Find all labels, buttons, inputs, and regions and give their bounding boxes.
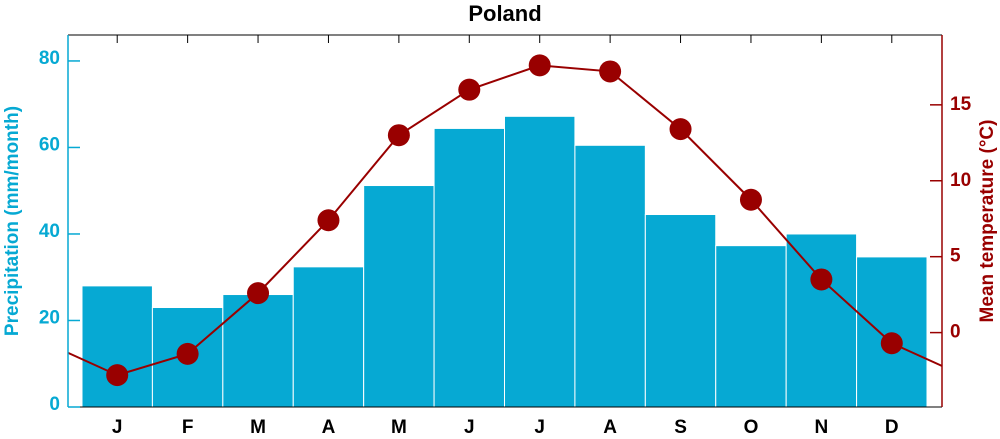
y-tick-label: 60 (39, 134, 60, 155)
bar (574, 144, 646, 407)
bar (856, 256, 928, 407)
bar (433, 127, 506, 407)
temperature-marker (880, 332, 903, 355)
bar (81, 285, 153, 407)
y-tick-label: 0 (49, 394, 60, 415)
x-tick-label: O (744, 417, 759, 438)
temperature-marker (387, 124, 410, 147)
y2-tick-label: 5 (950, 246, 961, 267)
x-tick-label: F (182, 417, 194, 438)
y-tick-label: 20 (39, 308, 60, 329)
temperature-marker (176, 342, 199, 365)
bar (363, 185, 435, 407)
bar (644, 214, 717, 407)
temperature-marker (599, 60, 622, 83)
x-tick-label: J (464, 417, 475, 438)
x-tick-label: N (815, 417, 829, 438)
x-tick-label: A (603, 417, 617, 438)
temperature-marker (458, 78, 481, 101)
y-tick-label: 40 (39, 221, 60, 242)
x-tick-label: D (885, 417, 899, 438)
bar (715, 245, 787, 407)
temperature-marker (106, 364, 129, 387)
temperature-line (116, 64, 893, 377)
line-wrap (891, 342, 942, 368)
temperature-marker (247, 282, 270, 305)
plot-area (68, 64, 942, 407)
chart-title: Poland (468, 1, 541, 26)
line-wrap (68, 351, 118, 377)
temperature-marker (669, 118, 692, 141)
y2-tick-label: 10 (950, 170, 971, 191)
x-tick-label: A (322, 417, 336, 438)
y2-tick-label: 0 (950, 322, 961, 343)
bar (785, 233, 858, 407)
y-tick-label: 80 (39, 48, 60, 69)
y2-axis-label: Mean temperature (°C) (977, 120, 998, 323)
temperature-marker (810, 268, 833, 291)
bar (222, 294, 294, 407)
y-axis-label: Precipitation (mm/month) (2, 106, 23, 336)
x-tick-label: J (534, 417, 545, 438)
x-tick-label: M (391, 417, 407, 438)
temperature-marker (528, 54, 551, 77)
bar (504, 115, 576, 407)
x-tick-label: J (112, 417, 123, 438)
bar (292, 266, 365, 407)
temperature-marker (739, 188, 762, 211)
y2-tick-label: 15 (950, 94, 972, 115)
x-tick-label: M (250, 417, 266, 438)
x-tick-label: S (674, 417, 687, 438)
temperature-marker (317, 209, 340, 232)
